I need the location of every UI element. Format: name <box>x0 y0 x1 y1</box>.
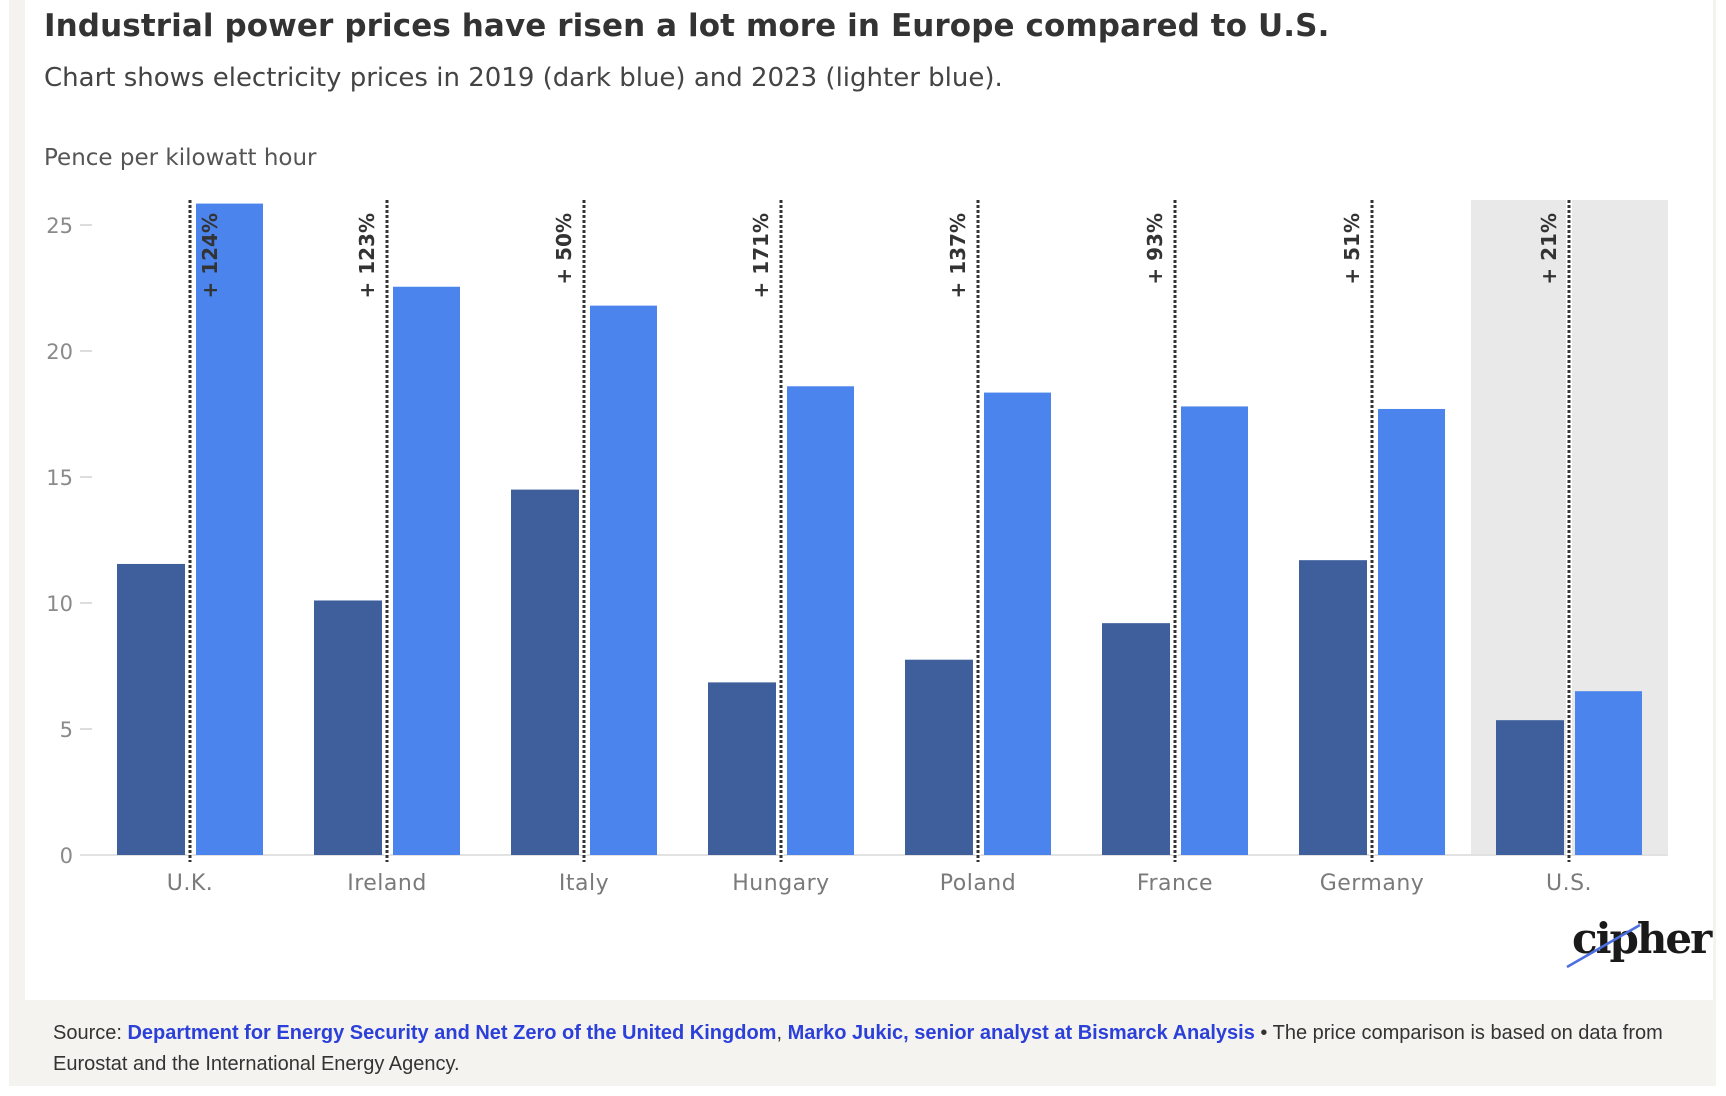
logo-slash-icon <box>1566 923 1641 969</box>
x-axis-labels: U.K. Ireland Italy Hungary Poland France Germa… <box>167 871 1592 896</box>
x-category-label: U.S. <box>1546 871 1592 896</box>
y-tick-label: 20 <box>46 340 73 364</box>
x-category-label: Italy <box>559 871 609 896</box>
percent-change-label: + 50% <box>552 213 576 285</box>
bar-2019[interactable] <box>314 600 382 855</box>
bar-2019[interactable] <box>1299 560 1367 855</box>
x-category-label: Poland <box>940 871 1016 896</box>
source-link-analyst[interactable]: Marko Jukic, senior analyst at Bismarck … <box>787 1022 1255 1044</box>
y-tick-label: 10 <box>46 592 73 616</box>
chart-title: Industrial power prices have risen a lot… <box>44 8 1330 44</box>
bar-2023[interactable] <box>590 305 657 855</box>
chart-subtitle: Chart shows electricity prices in 2019 (… <box>44 63 1003 93</box>
source-separator: , <box>776 1022 788 1044</box>
bar-2019[interactable] <box>117 563 185 855</box>
y-tick-label: 0 <box>60 844 73 868</box>
y-tick-label: 25 <box>46 214 73 238</box>
source-note: Source: Department for Energy Security a… <box>53 1018 1713 1080</box>
source-link-department[interactable]: Department for Energy Security and Net Z… <box>127 1022 777 1044</box>
bar-chart: 0 5 10 15 20 25 + 124% + 123% + 50% + 171% + 137%… <box>46 200 1668 896</box>
x-category-label: France <box>1137 871 1213 896</box>
bar-2023[interactable] <box>1378 408 1445 855</box>
source-note-text: • The price comparison is based on data … <box>53 1022 1663 1075</box>
x-category-label: Germany <box>1320 871 1425 896</box>
bar-2019[interactable] <box>1496 720 1564 855</box>
source-prefix: Source: <box>53 1022 128 1044</box>
bar-2019[interactable] <box>511 489 579 855</box>
bar-2019[interactable] <box>1102 623 1170 855</box>
percent-change-label: + 123% <box>355 213 379 299</box>
y-tick-label: 5 <box>60 718 73 742</box>
bar-2019[interactable] <box>708 682 776 855</box>
percent-change-label: + 137% <box>946 213 970 299</box>
percent-change-label: + 51% <box>1340 213 1364 285</box>
bar-2023[interactable] <box>393 286 460 855</box>
percent-change-label: + 21% <box>1537 213 1561 285</box>
bar-2023[interactable] <box>787 386 854 855</box>
bar-2023[interactable] <box>1181 406 1248 855</box>
logo-wordmark: cipher <box>1572 914 1712 963</box>
x-category-label: Ireland <box>347 871 427 896</box>
x-category-label: Hungary <box>732 871 829 896</box>
percent-change-label: + 171% <box>749 213 773 299</box>
bar-2023[interactable] <box>196 203 263 855</box>
percent-change-label: + 93% <box>1143 213 1167 285</box>
y-axis-label: Pence per kilowatt hour <box>44 145 317 171</box>
y-tick-label: 15 <box>46 466 73 490</box>
divider-lines <box>187 200 1572 862</box>
bar-2023[interactable] <box>984 392 1051 855</box>
bar-2023[interactable] <box>1575 691 1642 855</box>
cipher-logo[interactable]: cipher <box>1562 912 1712 982</box>
bars <box>117 203 1642 855</box>
percent-change-labels: + 124% + 123% + 50% + 171% + 137% + 93% + 51% +… <box>198 213 1561 299</box>
x-category-label: U.K. <box>167 871 214 896</box>
bar-2019[interactable] <box>905 659 973 855</box>
logo-slash-line <box>1566 923 1641 969</box>
percent-change-label: + 124% <box>198 213 222 299</box>
